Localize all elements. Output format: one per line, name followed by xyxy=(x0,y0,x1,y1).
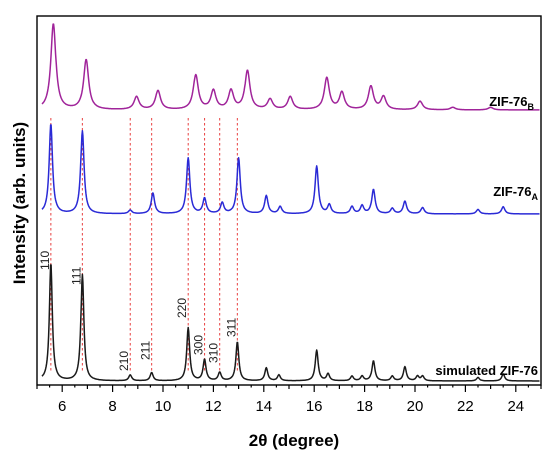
series-line-simulated xyxy=(41,264,540,382)
x-tick-label: 12 xyxy=(205,398,222,415)
x-tick-label: 14 xyxy=(255,398,272,415)
x-tick-label: 24 xyxy=(507,398,524,415)
series-label-A: ZIF-76A xyxy=(493,184,538,202)
peak-label-210: 210 xyxy=(117,351,131,371)
plot-frame xyxy=(36,15,542,386)
traces-group xyxy=(41,23,540,382)
peak-label-211: 211 xyxy=(139,341,153,360)
peak-label-220: 220 xyxy=(175,298,189,318)
peak-label-310: 310 xyxy=(207,343,221,363)
x-tick-label: 6 xyxy=(58,398,66,415)
peak-label-110: 110 xyxy=(38,251,52,270)
series-label-simulated: simulated ZIF-76 xyxy=(435,363,538,378)
x-tick-label: 20 xyxy=(407,398,424,415)
series-line-A xyxy=(41,124,540,215)
peak-label-311: 311 xyxy=(224,318,238,337)
y-axis-label: Intensity (arb. units) xyxy=(10,122,29,284)
x-tick-label: 18 xyxy=(356,398,373,415)
series-line-B xyxy=(41,23,540,111)
peak-label-300: 300 xyxy=(192,335,206,355)
x-axis: 6 8 10 12 14 16 18 20 22 24 xyxy=(36,385,542,415)
reflection-guide-lines xyxy=(50,118,238,372)
x-tick-label: 16 xyxy=(306,398,323,415)
peak-label-111: 111 xyxy=(69,266,83,285)
series-labels: simulated ZIF-76 ZIF-76A ZIF-76B xyxy=(435,94,538,378)
x-tick-label: 22 xyxy=(457,398,474,415)
x-tick-label: 10 xyxy=(155,398,172,415)
x-tick-label: 8 xyxy=(108,398,116,415)
series-label-B: ZIF-76B xyxy=(489,94,534,112)
x-axis-label: 2θ (degree) xyxy=(249,431,339,450)
